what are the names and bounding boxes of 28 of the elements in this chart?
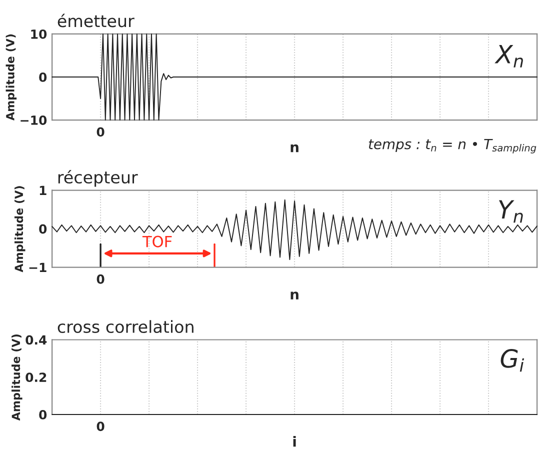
text: 0 (96, 274, 104, 284)
y-tick-label: 0 (39, 224, 47, 234)
y-axis-title: Amplitude (V) (14, 186, 26, 272)
y-tick-label: −10 (20, 116, 47, 125)
y-tick-label: 0.4 (26, 335, 47, 345)
y-tick-label: 10 (31, 29, 47, 39)
annotation: TOF (142, 236, 172, 248)
y-tick-label: 0 (39, 410, 47, 420)
chart-title: récepteur (58, 170, 138, 187)
y-axis-title: Amplitude (V) (12, 334, 22, 421)
chart-title: cross correlation (58, 320, 194, 334)
x-axis-title: n (290, 144, 298, 152)
chart-title: émetteur (58, 14, 134, 28)
text: 0 (96, 127, 104, 137)
y-tick-label: 1 (40, 186, 46, 196)
annotation: G$_{i}$ (500, 348, 524, 372)
x-axis-title: i (293, 436, 296, 447)
line-series (52, 199, 538, 260)
annotation: X$_{n}$ (494, 45, 523, 68)
text: temps : t$_{n}$ = n • T$_{sampling}$ (368, 138, 536, 154)
y-tick-label: 0 (39, 72, 47, 82)
x-axis-title: n (290, 292, 298, 300)
line-series (52, 33, 538, 121)
y-tick-label: −1 (29, 262, 46, 272)
annotation: Y$_{n}$ (498, 200, 523, 223)
text: 0 (96, 422, 104, 432)
y-axis-title: Amplitude (V) (6, 34, 17, 120)
y-tick-label: 0.2 (26, 372, 46, 382)
